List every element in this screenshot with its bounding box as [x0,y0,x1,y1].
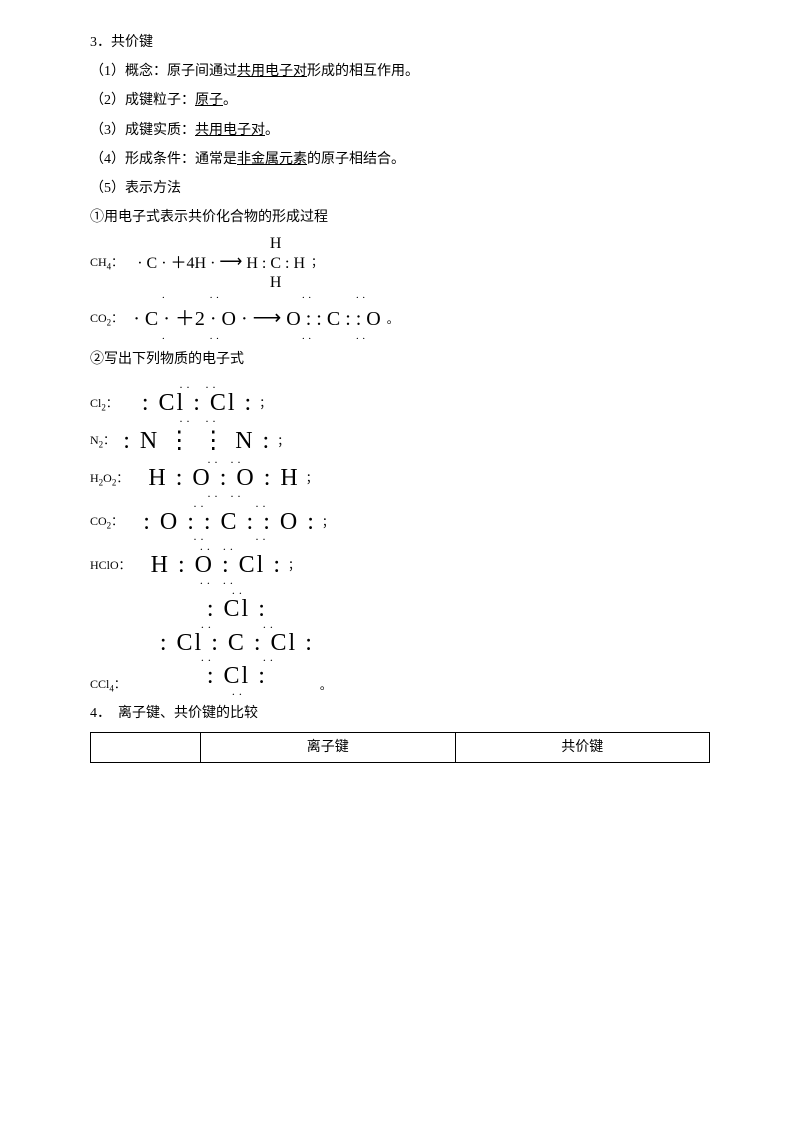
table-h1 [91,733,201,763]
co2-sep: ； [322,512,334,534]
n2-formula: : N ⋮ ⋮ N : [123,428,271,456]
cl2-formula: · · · · : Cl : Cl : · · · · [142,384,253,424]
co2f-dots-b: · · · [162,337,220,343]
comparison-table: 离子键 共价键 [90,732,710,763]
n2-label: N2： [90,430,115,453]
h2o2-row: H2O2： · · · · H : O : O : H · · · · ； [90,459,710,499]
h2o2-label: H2O2： [90,468,128,491]
p4-suffix: 的原子相结合。 [307,152,405,167]
title: 共价键 [111,35,153,50]
hclo-sep: ； [288,555,300,577]
p1-suffix: 形成的相互作用。 [307,64,419,79]
ccl4-sep: 。 [320,675,332,697]
arrow-icon: ⟶ [219,254,242,271]
point-4: （4）形成条件：通常是非金属元素的原子相结合。 [90,147,710,172]
co2-label: CO2： [90,511,123,534]
ccl4-label: CCl4： [90,674,126,697]
ch4-top-h [174,234,178,253]
h2o2-formula: · · · · H : O : O : H · · · · [148,459,299,499]
n2-row: N2： : N ⋮ ⋮ N : ； [90,428,710,456]
co2-text: CO [90,514,107,528]
hclo-formula: · · · · H : O : Cl : · · · · [151,546,282,586]
section-4-title: 4． 离子键、共价键的比较 [90,701,710,726]
subpoint-2: ②写出下列物质的电子式 [90,347,710,372]
h2o2-colon: ： [116,471,128,485]
ccl4-d4: · · [231,691,242,697]
ch4-formation: CH4： · C · ＋4H · ⟶ H H : C : H H ； [90,234,710,292]
cl2-sep: ； [259,393,271,415]
ccl4-colon: ： [114,677,126,691]
p3-underline: 共用电子对 [195,123,265,138]
co2f-sep: 。 [387,309,399,331]
ch4-colon: ： [111,255,123,269]
co2f-colon: ： [111,311,123,325]
p3-prefix: （3）成键实质： [90,123,195,138]
co2-row: CO2： · · · · : O : : C : : O : · · · · ； [90,503,710,543]
co2f-label: CO2： [90,308,123,331]
h2o2-o: O [103,471,112,485]
sec4-text: 离子键、共价键的比较 [118,706,258,721]
ch4-left: · C · ＋4H · [137,254,215,273]
co2f-r-dots-b: · · · · [301,337,365,343]
ch4-mid: H : C : H [246,254,305,273]
ch4-bot: H [270,273,282,292]
n2-sep: ； [277,431,289,453]
ccl4-formula: · · : Cl : · · · · : Cl : C : Cl : · · ·… [160,590,314,697]
ch4-top: H [270,234,282,253]
point-5: （5）表示方法 [90,176,710,201]
cl2-label: Cl2： [90,393,118,416]
table-h3: 共价键 [455,733,710,763]
table-h2: 离子键 [201,733,456,763]
ch4-sep: ； [311,252,323,274]
hclo-row: HClO： · · · · H : O : Cl : · · · · ； [90,546,710,586]
p2-prefix: （2）成键粒子： [90,93,195,108]
ccl4-row: CCl4： · · : Cl : · · · · : Cl : C : Cl :… [90,590,710,697]
n2-colon: ： [103,433,115,447]
num: 3． [90,35,111,50]
ch4-bot-blank [174,273,178,292]
cl2-text: Cl [90,396,101,410]
cl2-row: Cl2： · · · · : Cl : Cl : · · · · ； [90,384,710,424]
subpoint-1: ①用电子式表示共价化合物的形成过程 [90,205,710,230]
co2f-label-text: CO [90,311,107,325]
point-1: （1）概念：原子间通过共用电子对形成的相互作用。 [90,59,710,84]
hclo-label: HClO： [90,555,131,577]
table-header-row: 离子键 共价键 [91,733,710,763]
h2o2-db: · · · · [207,493,241,499]
arrow-icon-2: ⟶ [253,307,282,329]
ch4-label-text: CH [90,255,107,269]
n2-text: N [90,433,99,447]
ch4-label: CH4： [90,252,123,275]
p2-underline: 原子 [195,93,223,108]
h2o2-sep: ； [306,468,318,490]
p1-underline: 共用电子对 [237,64,307,79]
co2f-left: · C · ＋2 · O · [133,301,247,337]
cl2-colon: ： [106,396,118,410]
co2f-right: O : : C : : O [286,301,380,337]
p4-underline: 非金属元素 [237,152,307,167]
p4-prefix: （4）形成条件：通常是 [90,152,237,167]
h2o2-h: H [90,471,99,485]
cl2-dots-b: · · · · [179,418,216,424]
co2-formation: CO2： · · · · C · ＋2 · O · · · · ⟶ · · · … [90,296,710,343]
p1-prefix: （1）概念：原子间通过 [90,64,237,79]
ch4-formula: · C · ＋4H · ⟶ H H : C : H H [127,234,305,292]
ccl4-text: CCl [90,677,109,691]
point-3: （3）成键实质：共用电子对。 [90,118,710,143]
section-3-title: 3．共价键 [90,30,710,55]
point-2: （2）成键粒子：原子。 [90,88,710,113]
p3-suffix: 。 [265,123,279,138]
sec4-num: 4． [90,706,104,721]
co2-formula: · · · · : O : : C : : O : · · · · [143,503,316,543]
hclo-db: · · · · [199,580,233,586]
co2f-formula: · · · · C · ＋2 · O · · · · ⟶ · · · · O :… [127,296,381,343]
p2-suffix: 。 [223,93,237,108]
co2-colon: ： [111,514,123,528]
